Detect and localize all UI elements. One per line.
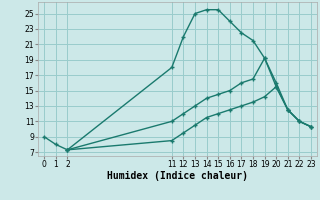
X-axis label: Humidex (Indice chaleur): Humidex (Indice chaleur) xyxy=(107,171,248,181)
